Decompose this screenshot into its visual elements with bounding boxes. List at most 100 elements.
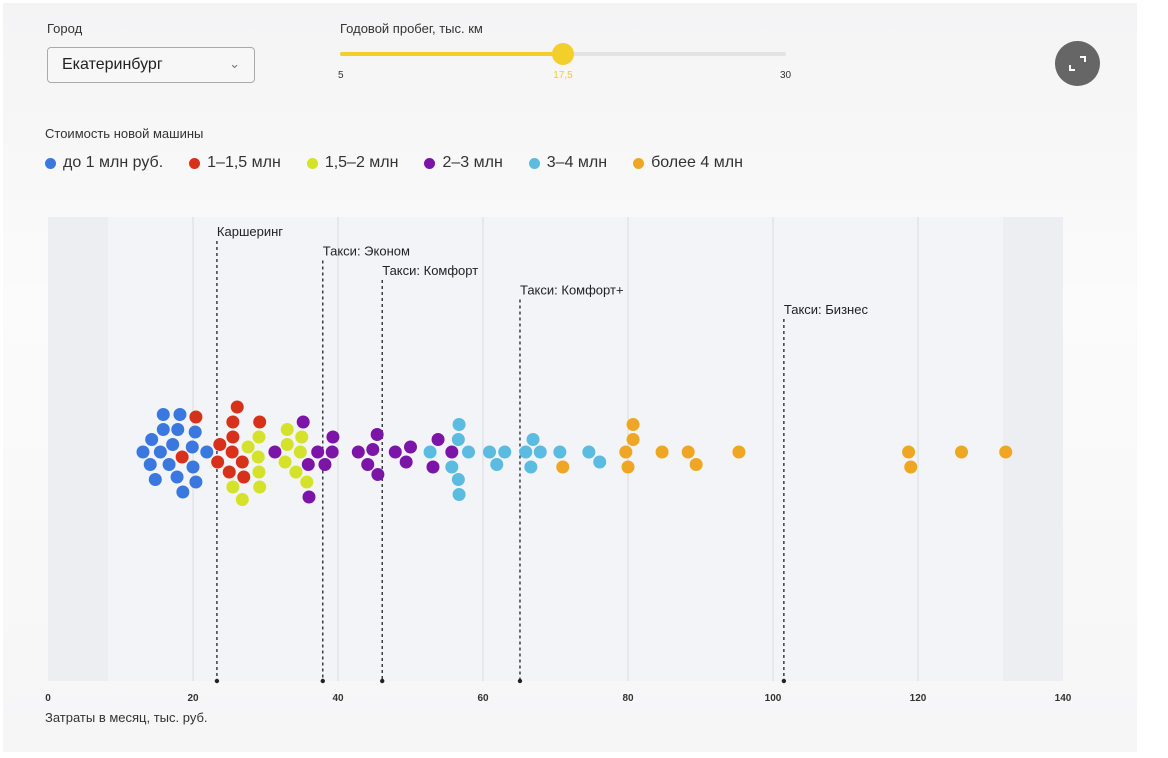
data-point (175, 450, 189, 464)
data-point (301, 458, 315, 471)
mileage-slider[interactable] (340, 43, 786, 65)
data-point (524, 460, 538, 474)
data-point (526, 433, 540, 446)
data-point (171, 423, 185, 436)
mileage-value: 17,5 (553, 70, 573, 81)
data-point (318, 458, 332, 471)
reference-label: Такси: Эконом (323, 244, 410, 259)
legend-label: 2–3 млн (442, 154, 503, 171)
data-point (490, 458, 504, 471)
data-point (533, 445, 547, 459)
x-tick-label: 120 (910, 693, 927, 704)
city-label: Город (47, 21, 83, 36)
x-tick-label: 100 (765, 693, 782, 704)
data-point (619, 445, 633, 459)
data-point (451, 473, 465, 486)
data-point (136, 445, 150, 459)
legend-label: до 1 млн руб. (63, 154, 164, 171)
data-point (189, 475, 203, 489)
data-point (325, 445, 339, 459)
data-point (681, 445, 695, 459)
legend-label: 1–1,5 млн (207, 154, 281, 171)
data-point (253, 480, 267, 494)
reference-label: Каршеринг (217, 224, 283, 239)
data-point (452, 488, 466, 501)
data-point (252, 430, 266, 444)
x-tick-label: 140 (1055, 693, 1072, 704)
data-point (289, 465, 303, 479)
legend-item[interactable]: 1,5–2 млн (306, 154, 399, 172)
mileage-min: 5 (338, 70, 344, 81)
data-point (235, 493, 249, 506)
data-point (388, 445, 402, 459)
legend-item[interactable]: до 1 млн руб. (45, 154, 163, 172)
data-point (626, 433, 640, 446)
reference-marker (320, 678, 325, 684)
legend-label: 3–4 млн (546, 154, 608, 171)
data-point (431, 433, 445, 446)
data-point (999, 445, 1013, 459)
x-axis-title: Затраты в месяц, тыс. руб. (45, 710, 208, 725)
data-point (253, 415, 267, 429)
legend-dot (306, 157, 318, 169)
data-point (162, 458, 176, 471)
data-point (955, 445, 968, 459)
data-point (326, 430, 340, 444)
legend-dot (189, 157, 201, 169)
data-point (452, 418, 466, 431)
legend-item[interactable]: 3–4 млн (528, 154, 608, 172)
data-point (226, 480, 240, 494)
legend-dot (528, 157, 540, 169)
legend-dot (424, 157, 436, 169)
legend-dot (633, 157, 645, 169)
reference-marker (517, 678, 523, 684)
data-point (621, 460, 635, 474)
reference-label: Такси: Бизнес (784, 302, 869, 317)
data-point (280, 423, 294, 436)
data-point (445, 460, 459, 474)
legend-item[interactable]: более 4 млн (633, 154, 743, 172)
x-tick-label: 80 (622, 693, 634, 704)
legend-title: Стоимость новой машины (45, 126, 204, 141)
data-point (361, 458, 375, 471)
data-point (426, 460, 440, 474)
data-point (145, 433, 159, 446)
data-point (148, 473, 162, 486)
data-point (176, 485, 190, 499)
data-point (153, 445, 167, 459)
data-point (189, 410, 203, 424)
expand-button[interactable] (1055, 41, 1100, 86)
data-point (370, 428, 384, 441)
data-point (143, 458, 157, 471)
legend-item[interactable]: 1–1,5 млн (189, 154, 281, 172)
city-select[interactable]: Екатеринбург ⌄ (47, 47, 255, 83)
data-point (186, 460, 200, 474)
data-point (366, 443, 380, 456)
data-point (423, 445, 437, 459)
legend-label: 1,5–2 млн (324, 154, 399, 171)
data-point (371, 468, 385, 481)
data-point (200, 445, 214, 459)
data-point (351, 445, 365, 459)
data-point (213, 438, 227, 451)
legend-item[interactable]: 2–3 млн (424, 154, 503, 172)
mileage-label: Годовой пробег, тыс. км (340, 21, 483, 36)
data-point (445, 445, 459, 459)
legend-dot (45, 157, 56, 169)
data-point (498, 445, 512, 459)
data-point (451, 433, 465, 446)
data-point (519, 445, 533, 459)
data-point (251, 450, 265, 464)
data-point (295, 430, 309, 444)
data-point (293, 445, 307, 459)
mileage-slider-thumb[interactable] (552, 43, 574, 65)
reference-marker (214, 678, 220, 684)
data-point (222, 465, 236, 479)
data-point (553, 445, 567, 459)
reference-label: Такси: Комфорт+ (520, 283, 624, 298)
chevron-down-icon: ⌄ (229, 56, 240, 71)
mileage-max: 30 (780, 70, 792, 81)
legend-label: более 4 млн (651, 154, 743, 171)
data-point (225, 445, 239, 459)
